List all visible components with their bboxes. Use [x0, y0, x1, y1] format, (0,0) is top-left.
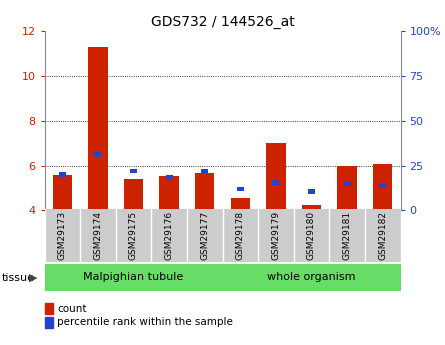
Bar	[166, 175, 173, 179]
Bar	[344, 181, 351, 186]
Bar	[266, 143, 286, 210]
Text: GSM29177: GSM29177	[200, 211, 209, 260]
Text: GSM29176: GSM29176	[165, 211, 174, 260]
Bar	[272, 180, 279, 185]
Text: count: count	[57, 304, 86, 314]
Text: GSM29174: GSM29174	[93, 211, 102, 260]
Bar	[222, 264, 400, 290]
Bar	[195, 174, 214, 210]
Bar	[44, 264, 222, 290]
Text: tissue: tissue	[2, 273, 35, 283]
Text: percentile rank within the sample: percentile rank within the sample	[57, 317, 233, 327]
Text: GSM29175: GSM29175	[129, 211, 138, 260]
Bar	[379, 184, 386, 188]
Bar	[337, 166, 357, 210]
Bar	[53, 175, 72, 210]
Text: GSM29182: GSM29182	[378, 211, 387, 260]
Bar	[201, 169, 208, 174]
Text: GSM29178: GSM29178	[236, 211, 245, 260]
Text: GSM29173: GSM29173	[58, 211, 67, 260]
Text: GSM29180: GSM29180	[307, 211, 316, 260]
Text: Malpighian tubule: Malpighian tubule	[83, 272, 184, 282]
Text: GSM29181: GSM29181	[343, 211, 352, 260]
Title: GDS732 / 144526_at: GDS732 / 144526_at	[150, 14, 295, 29]
Bar	[94, 152, 101, 157]
Bar	[124, 179, 143, 210]
Bar	[59, 172, 66, 177]
Text: GSM29179: GSM29179	[271, 211, 280, 260]
Text: ▶: ▶	[29, 273, 37, 282]
Bar	[237, 187, 244, 191]
Bar	[231, 198, 250, 210]
Bar	[373, 165, 392, 210]
Bar	[159, 176, 179, 210]
Bar	[302, 205, 321, 210]
Text: whole organism: whole organism	[267, 272, 356, 282]
Bar	[308, 189, 315, 194]
Bar	[88, 47, 108, 210]
Bar	[130, 169, 137, 174]
